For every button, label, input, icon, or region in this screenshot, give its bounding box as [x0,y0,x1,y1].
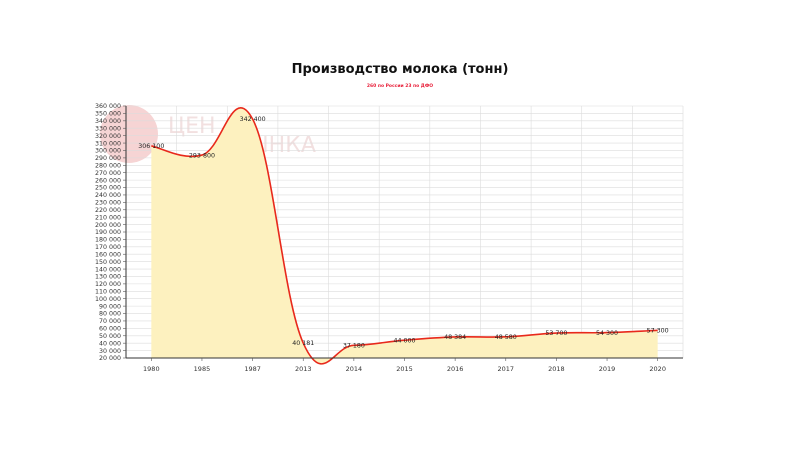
data-label: 48 384 [444,334,466,341]
data-label: 306 100 [138,143,164,150]
x-tick-label: 2018 [548,365,565,373]
x-tick-label: 2016 [447,365,464,373]
y-tick-label: 120 000 [95,281,121,288]
y-tick-label: 50 000 [99,333,121,340]
x-tick-label: 2019 [599,365,616,373]
y-tick-label: 360 000 [95,103,121,110]
y-tick-label: 90 000 [99,303,121,310]
y-tick-label: 110 000 [95,288,121,295]
y-tick-label: 60 000 [99,326,121,333]
area-fill-path [151,107,658,364]
y-tick-label: 350 000 [95,111,121,118]
y-tick-label: 190 000 [95,229,121,236]
y-tick-label: 150 000 [95,259,121,266]
watermark-logo: ЦЕН РЫНКА [100,105,316,163]
y-tick-label: 300 000 [95,148,121,155]
y-tick-label: 100 000 [95,296,121,303]
series-line-path [151,107,658,365]
y-tick-label: 260 000 [95,177,121,184]
y-tick-label: 130 000 [95,274,121,281]
y-tick-label: 210 000 [95,214,121,221]
data-label: 53 700 [545,330,567,337]
chart-subtitle: 260 по России 23 по ДФО [366,84,434,89]
y-tick-label: 320 000 [95,133,121,140]
y-tick-label: 180 000 [95,237,121,244]
data-label: 37 180 [343,342,365,349]
y-tick-label: 270 000 [95,170,121,177]
y-tick-label: 70 000 [99,318,121,325]
x-tick-label: 2013 [295,365,312,373]
x-tick-label: 1987 [244,365,261,373]
y-tick-label: 220 000 [95,207,121,214]
data-labels: 306 100 293 800 342 400 40 181 37 180 44 000 4… [138,116,668,349]
data-label: 44 000 [393,337,415,344]
y-tick-label: 80 000 [99,311,121,318]
x-tick-label: 1985 [194,365,211,373]
x-axis-ticks: 1980 1985 1987 2013 2014 2015 2016 2017 2018 2019… [143,358,666,373]
y-tick-label: 290 000 [95,155,121,162]
y-tick-label: 310 000 [95,140,121,147]
y-tick-label: 40 000 [99,340,121,347]
y-tick-label: 160 000 [95,251,121,258]
data-label: 293 800 [189,152,215,159]
y-tick-label: 170 000 [95,244,121,251]
data-label: 54 300 [596,330,618,337]
data-label: 40 181 [292,340,314,347]
watermark-circle-icon [100,105,158,163]
data-label: 48 580 [495,334,517,341]
chart-title: Производство молока (тонн) [291,62,509,77]
area-fill [151,107,658,364]
y-tick-label: 330 000 [95,125,121,132]
x-tick-label: 2020 [649,365,666,373]
watermark-mark-1: ЦЕН [168,114,216,139]
x-tick-label: 2015 [396,365,413,373]
y-tick-label: 280 000 [95,162,121,169]
y-tick-label: 140 000 [95,266,121,273]
x-tick-label: 2017 [497,365,514,373]
data-label: 342 400 [240,116,266,123]
y-tick-label: 200 000 [95,222,121,229]
y-tick-label: 240 000 [95,192,121,199]
y-tick-label: 30 000 [99,348,121,355]
y-tick-label: 20 000 [99,355,121,362]
x-tick-label: 1980 [143,365,160,373]
y-tick-label: 250 000 [95,185,121,192]
x-tick-label: 2014 [346,365,363,373]
series-line [151,107,658,365]
y-tick-label: 340 000 [95,118,121,125]
y-tick-label: 230 000 [95,200,121,207]
data-label: 57 300 [647,328,669,335]
